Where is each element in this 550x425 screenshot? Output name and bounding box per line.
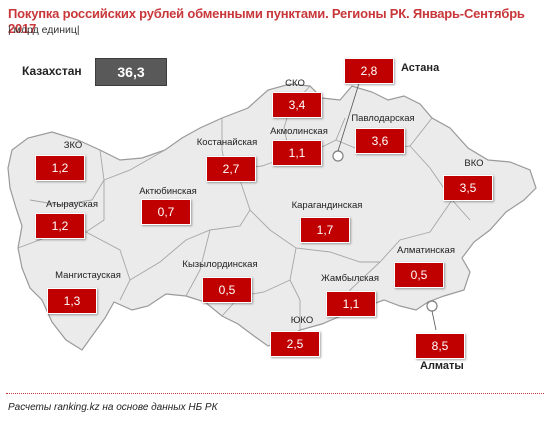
- astana-leader: [337, 79, 361, 152]
- region-value-akmola: 1,1: [272, 140, 322, 166]
- region-label-atyrau: Атырауская: [46, 199, 98, 210]
- region-value-sko: 3,4: [272, 92, 322, 118]
- region-label-vko: ВКО: [464, 158, 484, 169]
- city-value-astana: 2,8: [344, 58, 394, 84]
- city-value-almaty: 8,5: [415, 333, 465, 359]
- region-label-aktobe: Актюбинская: [139, 186, 197, 197]
- region-label-karaganda: Карагандинская: [291, 200, 363, 211]
- astana-marker: [332, 150, 344, 162]
- region-label-akmola: Акмолинская: [270, 126, 328, 137]
- region-label-sko: СКО: [285, 78, 305, 89]
- map-title: Покупка российских рублей обменными пунк…: [8, 6, 525, 36]
- region-value-zhambyl: 1,1: [326, 291, 376, 317]
- region-value-kyzylorda: 0,5: [202, 277, 252, 303]
- region-label-kyzylorda: Кызылординская: [182, 259, 258, 270]
- region-value-yuko: 2,5: [270, 331, 320, 357]
- region-label-kostanay: Костанайская: [196, 137, 258, 148]
- region-value-almaty-region: 0,5: [394, 262, 444, 288]
- region-label-mangistau: Мангистауская: [55, 270, 121, 281]
- region-label-pavlodar: Павлодарская: [351, 113, 415, 124]
- total-value-badge: 36,3: [95, 58, 167, 86]
- region-label-zko: ЗКО: [63, 140, 83, 151]
- almaty-marker: [426, 300, 438, 312]
- region-value-aktobe: 0,7: [141, 199, 191, 225]
- almaty-leader: [431, 310, 437, 331]
- region-label-yuko: ЮКО: [290, 315, 314, 326]
- region-value-vko: 3,5: [443, 175, 493, 201]
- region-label-almaty-region: Алматинская: [397, 245, 455, 256]
- city-label-astana: Астана: [401, 62, 440, 74]
- region-value-kostanay: 2,7: [206, 156, 256, 182]
- total-label: Казахстан: [22, 64, 82, 78]
- city-label-almaty: Алматы: [420, 360, 464, 372]
- source-note: Расчеты ranking.kz на основе данных НБ Р…: [8, 402, 218, 413]
- region-value-zko: 1,2: [35, 155, 85, 181]
- footer-divider: [6, 393, 544, 394]
- region-value-mangistau: 1,3: [47, 288, 97, 314]
- map-units: | млрд единиц|: [8, 24, 80, 36]
- region-value-karaganda: 1,7: [300, 217, 350, 243]
- region-label-zhambyl: Жамбылская: [321, 273, 379, 284]
- region-value-pavlodar: 3,6: [355, 128, 405, 154]
- region-value-atyrau: 1,2: [35, 213, 85, 239]
